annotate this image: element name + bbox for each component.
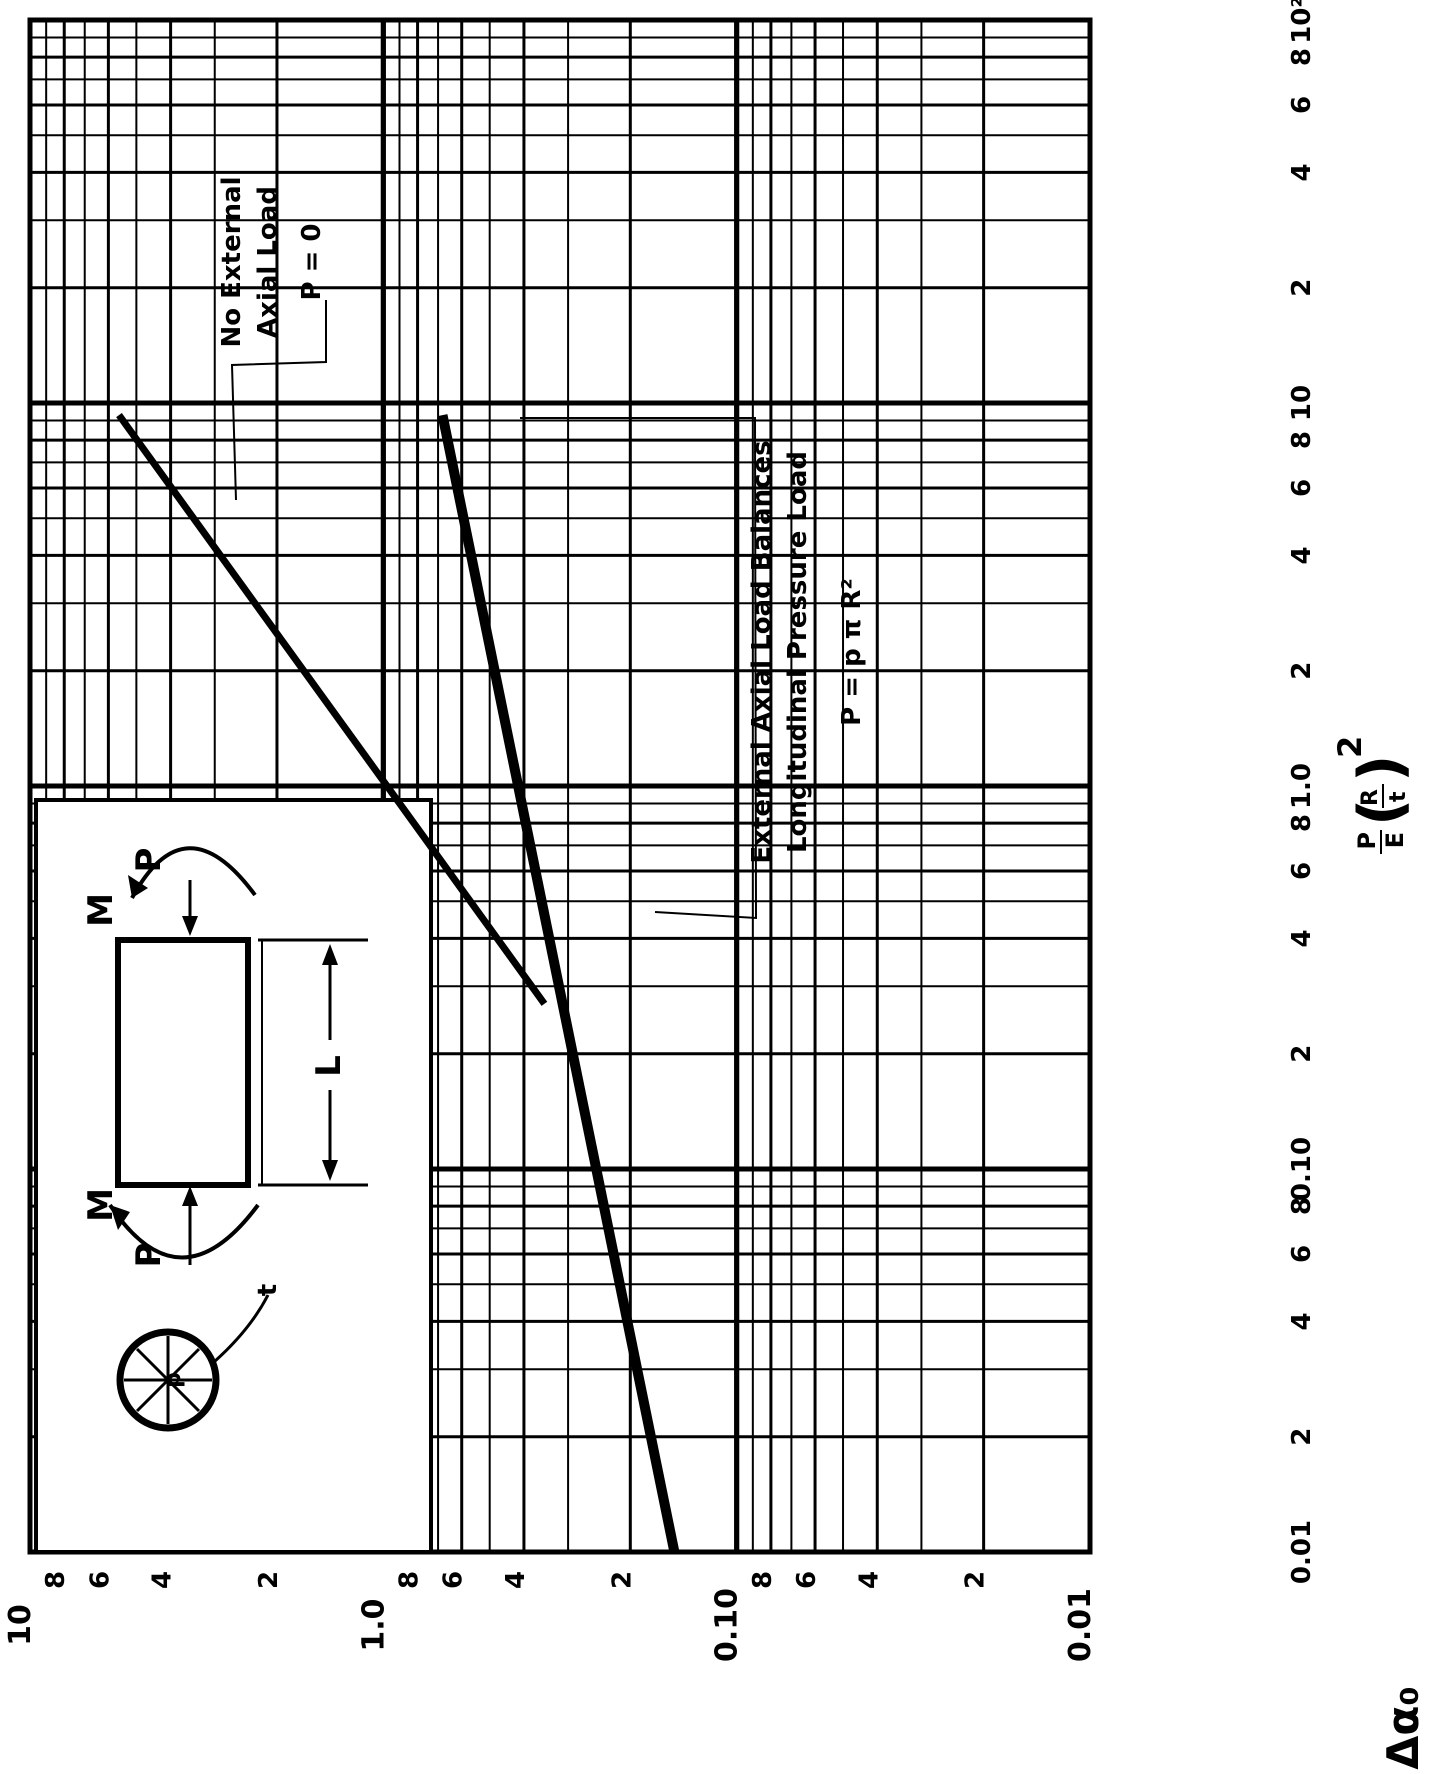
moment-arc-bottom	[108, 1203, 260, 1260]
x-tick-label: 8	[1287, 814, 1317, 832]
x-tick-label: 2	[1287, 1428, 1317, 1446]
x-tick-label: 8	[1287, 1197, 1317, 1215]
x-tick-label: 0.10	[1287, 1137, 1317, 1201]
x-tick-label: 4	[1287, 929, 1317, 947]
x-tick-label: 8	[1287, 431, 1317, 449]
dim-arrow-bottom	[322, 1160, 338, 1181]
x-tick-label: 0.01	[1287, 1520, 1317, 1584]
y-tick-label: 8	[41, 1571, 71, 1589]
x-axis-title-e: E	[1381, 832, 1409, 848]
x-axis-title-r: R	[1358, 789, 1383, 806]
y-tick-label: 6	[85, 1571, 115, 1589]
y-tick-label: 1.0	[356, 1598, 391, 1651]
series-line-balanced-load	[437, 414, 680, 1553]
y-tick-label: 4	[148, 1571, 178, 1589]
annotation-balanced-leader	[520, 417, 758, 920]
annotation-no-load-line2: Axial Load	[253, 186, 283, 338]
x-tick-label: 4	[1287, 1312, 1317, 1330]
y-tick-label: 2	[607, 1571, 637, 1589]
pressure-arrows	[124, 1336, 212, 1424]
moment-arrow-bottom	[110, 1205, 130, 1230]
x-tick-label: 4	[1287, 163, 1317, 181]
moment-label-bottom: M	[81, 1188, 121, 1222]
annotation-no-load: No External Axial Load P = 0	[217, 176, 327, 501]
x-axis-title-paren-close: )	[1346, 755, 1416, 782]
pressure-label: p	[161, 1372, 186, 1388]
force-arrow-bottom	[182, 1186, 198, 1206]
annotation-balanced-line3: P = p π R²	[837, 578, 867, 726]
annotation-balanced-line1: External Axial Load Balances	[747, 440, 777, 863]
x-tick-label: 10²	[1287, 0, 1317, 44]
x-tick-label: 6	[1287, 862, 1317, 880]
x-axis-title-paren-open: (	[1346, 799, 1416, 826]
x-tick-label: 10	[1287, 385, 1317, 421]
y-tick-label: 10	[3, 1604, 38, 1646]
x-tick-label: 2	[1287, 662, 1317, 680]
annotation-no-load-line3: P = 0	[297, 223, 327, 300]
x-axis-title: P E ( R t ) 2	[1331, 736, 1416, 854]
x-axis-title-t: t	[1386, 791, 1411, 802]
annotation-no-load-line1: No External	[217, 176, 247, 347]
cross-section-circle	[116, 1328, 220, 1432]
x-tick-label: 6	[1287, 479, 1317, 497]
y-tick-label: 8	[395, 1571, 425, 1589]
annotation-no-load-leader	[230, 300, 327, 501]
y-tick-label: 0.01	[1063, 1588, 1098, 1662]
moment-label-top: M	[81, 893, 121, 927]
data-series	[116, 413, 680, 1553]
y-tick-label: 2	[254, 1571, 284, 1589]
inset-diagram: p t L P M P M	[34, 798, 433, 1554]
annotation-balanced-load: External Axial Load Balances Longitudina…	[520, 417, 867, 920]
x-axis-title-p: P	[1353, 832, 1381, 850]
y-tick-label: 0.10	[710, 1588, 745, 1662]
x-axis-title-exp: 2	[1331, 736, 1369, 758]
length-label: L	[309, 1055, 349, 1077]
cylinder-body	[115, 937, 251, 1188]
x-tick-label: 2	[1287, 279, 1317, 297]
y-axis-title: Δα₀	[1378, 1686, 1429, 1770]
y-tick-label: 8	[748, 1571, 778, 1589]
x-tick-label: 2	[1287, 1045, 1317, 1063]
y-tick-label: 6	[439, 1571, 469, 1589]
x-tick-label: 4	[1287, 546, 1317, 564]
x-axis-ticks: 0.01 0.10 1.0 10 10² 2 4 6 8 2 4 6 8 2 4 6 8 2 4 6 8	[1287, 0, 1317, 1584]
series-line-no-load	[116, 413, 548, 1006]
y-tick-label: 4	[854, 1571, 884, 1589]
moment-arrow-top	[128, 875, 148, 898]
x-tick-label: 6	[1287, 96, 1317, 114]
annotation-balanced-line2: Longitudinal Pressure Load	[783, 451, 813, 853]
y-tick-label: 4	[501, 1571, 531, 1589]
y-tick-label: 6	[792, 1571, 822, 1589]
y-tick-label: 2	[961, 1571, 991, 1589]
dim-arrow-top	[322, 944, 338, 965]
thickness-leader	[213, 1294, 270, 1364]
x-tick-label: 8	[1287, 48, 1317, 66]
moment-arc-top	[130, 846, 257, 899]
force-arrow-top	[182, 916, 198, 936]
x-tick-label: 1.0	[1287, 763, 1317, 809]
x-tick-label: 6	[1287, 1245, 1317, 1263]
thickness-label: t	[253, 1284, 283, 1296]
